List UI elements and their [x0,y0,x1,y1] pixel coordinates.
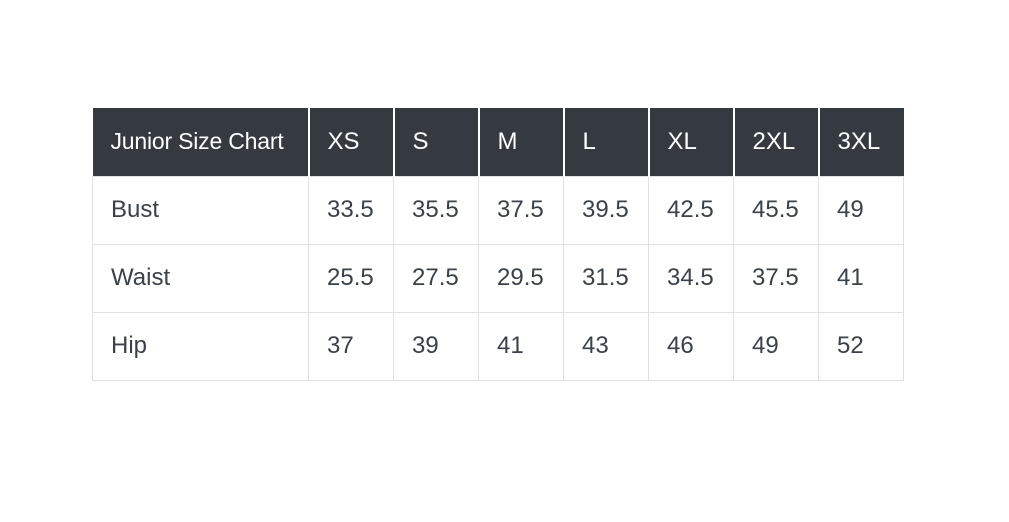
table-cell: 42.5 [648,175,734,245]
row-label-waist: Waist [92,243,309,313]
column-header-s: S [393,108,480,176]
junior-size-chart-table: Junior Size Chart XS S M L XL 2XL 3XL Bu… [92,108,904,381]
table-cell: 46 [648,311,734,381]
row-label-hip: Hip [92,311,309,381]
column-header-3xl: 3XL [818,108,904,176]
table-cell: 49 [733,311,819,381]
column-header-xl: XL [648,108,735,176]
column-header-m: M [478,108,565,176]
column-header-2xl: 2XL [733,108,820,176]
table-cell: 41 [818,243,904,313]
table-cell: 52 [818,311,904,381]
table-cell: 43 [563,311,649,381]
table-cell: 37 [308,311,394,381]
table-cell: 31.5 [563,243,649,313]
table-row-waist: Waist 25.5 27.5 29.5 31.5 34.5 37.5 41 [92,243,904,313]
table-cell: 49 [818,175,904,245]
table-cell: 37.5 [478,175,564,245]
table-title: Junior Size Chart [92,108,310,176]
table-cell: 34.5 [648,243,734,313]
table-row-hip: Hip 37 39 41 43 46 49 52 [92,311,904,381]
column-header-l: L [563,108,650,176]
header-row: Junior Size Chart XS S M L XL 2XL 3XL [92,108,904,176]
table-cell: 27.5 [393,243,479,313]
table-row-bust: Bust 33.5 35.5 37.5 39.5 42.5 45.5 49 [92,175,904,245]
table-cell: 33.5 [308,175,394,245]
column-header-xs: XS [308,108,395,176]
table-cell: 29.5 [478,243,564,313]
row-label-bust: Bust [92,175,309,245]
table-cell: 41 [478,311,564,381]
table-cell: 39.5 [563,175,649,245]
table-cell: 39 [393,311,479,381]
table-cell: 37.5 [733,243,819,313]
table-cell: 45.5 [733,175,819,245]
table-cell: 25.5 [308,243,394,313]
table-cell: 35.5 [393,175,479,245]
